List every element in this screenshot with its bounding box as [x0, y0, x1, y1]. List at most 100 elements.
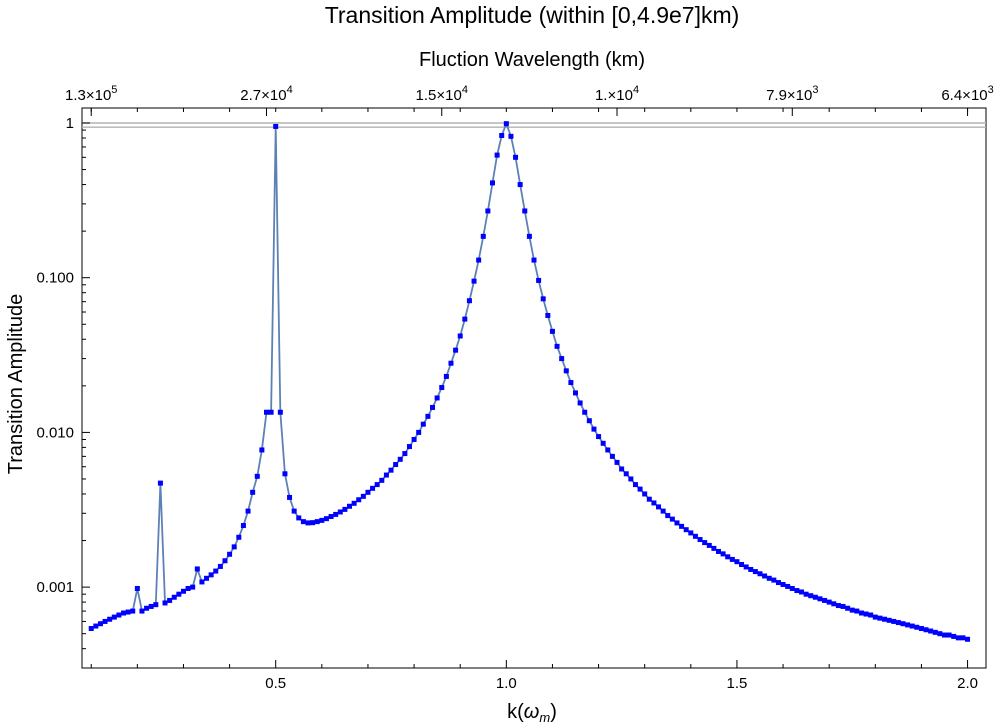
data-point: [656, 504, 662, 510]
data-point: [863, 611, 869, 617]
data-point: [97, 621, 103, 627]
data-point: [605, 447, 611, 453]
data-point: [632, 482, 638, 488]
data-point: [180, 588, 186, 594]
data-point: [766, 575, 772, 581]
data-point: [439, 385, 445, 391]
data-point: [951, 633, 957, 639]
data-point: [559, 356, 565, 362]
data-point: [771, 577, 777, 583]
data-point: [720, 551, 726, 557]
x-tick-label: 2.0: [957, 675, 978, 692]
data-point: [651, 500, 657, 506]
data-point: [526, 233, 532, 239]
data-point: [254, 473, 260, 479]
data-point: [204, 575, 210, 581]
data-point: [877, 615, 883, 621]
y-tick-label: 0.100: [36, 270, 74, 287]
data-point: [826, 599, 832, 605]
data-point: [397, 456, 403, 462]
data-point: [287, 494, 293, 500]
data-point: [706, 542, 712, 548]
data-point: [785, 583, 791, 589]
plot-frame: [81, 107, 987, 669]
data-point: [93, 623, 99, 629]
data-point: [388, 467, 394, 473]
data-point: [748, 566, 754, 572]
data-point: [333, 511, 339, 517]
data-point: [715, 548, 721, 554]
data-point: [406, 444, 412, 450]
data-point: [217, 563, 223, 569]
y-tick-label: 0.001: [36, 579, 74, 596]
data-point: [900, 621, 906, 627]
data-point: [692, 533, 698, 539]
data-point: [499, 133, 505, 139]
data-point: [563, 368, 569, 374]
data-point: [462, 316, 468, 322]
data-point: [144, 605, 150, 611]
data-point: [263, 409, 269, 415]
data-point: [402, 451, 408, 457]
data-point: [236, 534, 242, 540]
data-point: [582, 409, 588, 415]
data-point: [323, 516, 329, 522]
data-point: [955, 635, 961, 641]
data-point: [729, 556, 735, 562]
data-point: [476, 257, 482, 263]
data-point: [213, 568, 219, 574]
data-point: [121, 610, 127, 616]
data-point: [808, 593, 814, 599]
data-point: [457, 333, 463, 339]
data-point: [854, 608, 860, 614]
data-point: [383, 472, 389, 478]
data-point: [665, 513, 671, 519]
chart-title: Transition Amplitude (within [0,4.9e7]km…: [325, 2, 740, 28]
data-point: [780, 581, 786, 587]
data-point: [642, 491, 648, 497]
data-point: [891, 618, 897, 624]
data-point: [835, 603, 841, 609]
data-point: [568, 380, 574, 386]
data-point: [300, 519, 306, 525]
data-point: [688, 530, 694, 536]
data-point: [425, 413, 431, 419]
data-point: [895, 620, 901, 626]
data-point: [674, 520, 680, 526]
data-point: [752, 569, 758, 575]
data-point: [153, 602, 159, 608]
data-point: [194, 566, 200, 572]
data-point: [845, 605, 851, 611]
data-point: [545, 312, 551, 318]
data-point: [646, 496, 652, 502]
data-point: [466, 298, 472, 304]
data-point: [573, 390, 579, 396]
data-point: [485, 208, 491, 214]
data-point: [231, 544, 237, 550]
top-tick-label: 1.×104: [595, 84, 639, 104]
data-point: [586, 418, 592, 424]
x-tick-label: 1.0: [496, 675, 517, 692]
data-point: [522, 208, 528, 214]
y-axis-title: Transition Amplitude: [5, 294, 27, 474]
data-point: [319, 517, 325, 523]
data-point: [268, 409, 274, 415]
data-point: [762, 573, 768, 579]
data-point: [517, 182, 523, 188]
data-point: [337, 509, 343, 515]
data-point: [328, 514, 334, 520]
data-point: [494, 152, 500, 158]
data-point: [111, 614, 117, 620]
data-point: [637, 486, 643, 492]
data-point: [227, 551, 233, 557]
data-point: [918, 626, 924, 632]
data-point: [443, 373, 449, 379]
data-point: [960, 635, 966, 641]
data-point: [817, 596, 823, 602]
data-point: [840, 603, 846, 609]
data-point: [356, 497, 362, 503]
data-point: [905, 622, 911, 628]
data-point: [794, 588, 800, 594]
data-point: [757, 571, 763, 577]
